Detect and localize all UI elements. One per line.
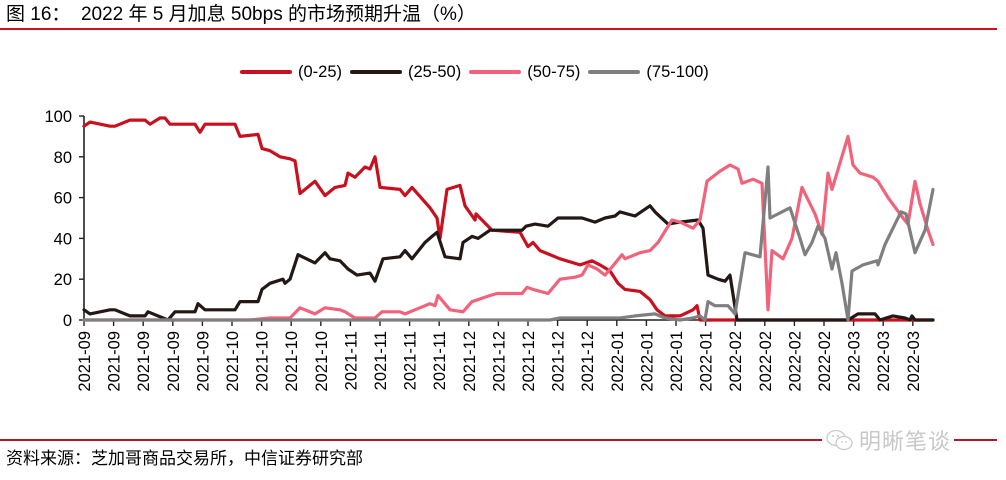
x-tick-label: 2022-01 xyxy=(609,331,627,392)
x-tick-label: 2021-09 xyxy=(135,331,153,392)
x-tick-label: 2021-10 xyxy=(254,331,272,392)
footer-divider xyxy=(0,439,997,441)
x-tick-label: 2022-01 xyxy=(668,331,686,392)
x-tick-label: 2021-11 xyxy=(372,331,390,390)
legend-label: (75-100) xyxy=(646,62,709,81)
x-tick-label: 2021-09 xyxy=(106,331,124,392)
x-tick-label: 2021-11 xyxy=(402,331,420,390)
x-tick-label: 2022-03 xyxy=(905,331,923,392)
legend-swatch xyxy=(469,70,522,74)
x-tick-label: 2021-11 xyxy=(342,331,360,390)
legend-swatch xyxy=(240,70,292,74)
legend-swatch xyxy=(350,70,403,74)
x-tick-label: 2022-02 xyxy=(727,331,745,392)
x-tick-label: 2021-11 xyxy=(431,331,449,390)
watermark-text: 明晰笔谈 xyxy=(859,429,952,454)
y-tick-label: 80 xyxy=(54,149,72,167)
legend-label: (0-25) xyxy=(298,62,343,81)
wechat-icon xyxy=(826,429,853,451)
legend-label: (25-50) xyxy=(408,62,462,81)
x-tick-label: 2022-01 xyxy=(638,331,656,392)
y-tick-label: 100 xyxy=(44,108,72,126)
x-tick-label: 2021-10 xyxy=(283,331,301,392)
series-line xyxy=(82,165,935,322)
x-tick-label: 2021-10 xyxy=(224,331,242,392)
series-line xyxy=(82,134,935,322)
x-tick-label: 2022-02 xyxy=(757,331,775,392)
legend-item: (25-50) xyxy=(350,63,461,82)
legend-item: (50-75) xyxy=(469,63,580,82)
x-tick-label: 2021-09 xyxy=(165,331,183,392)
x-axis: 2021-09 2021-09 2021-09 2021-09 2021-09 2021-… xyxy=(76,319,934,392)
watermark: 明晰笔谈 xyxy=(822,424,955,456)
x-tick-label: 2022-02 xyxy=(816,331,834,392)
chart-legend: (0-25) (25-50) (50-75) (75-100) xyxy=(240,60,717,84)
x-tick-label: 2021-10 xyxy=(313,331,331,392)
y-tick-label: 0 xyxy=(63,312,72,330)
x-tick-label: 2021-12 xyxy=(520,331,538,392)
legend-item: (0-25) xyxy=(240,63,342,82)
x-tick-label: 2022-02 xyxy=(786,331,804,392)
x-tick-label: 2021-09 xyxy=(194,331,212,392)
y-tick-label: 40 xyxy=(54,230,72,248)
x-tick-label: 2021-12 xyxy=(550,331,568,392)
legend-item: (75-100) xyxy=(588,62,709,82)
y-axis: 0 20 40 60 80 100 xyxy=(44,108,85,330)
x-tick-label: 2021-12 xyxy=(461,331,479,392)
y-tick-label: 60 xyxy=(54,190,72,208)
x-tick-label: 2021-12 xyxy=(579,331,597,392)
x-tick-label: 2021-12 xyxy=(490,331,508,392)
x-tick-label: 2022-03 xyxy=(846,331,864,392)
x-tick-label: 2022-01 xyxy=(698,331,716,392)
source-note: 资料来源：芝加哥商品交易所，中信证券研究部 xyxy=(6,449,363,468)
y-tick-label: 20 xyxy=(54,271,72,289)
series-line xyxy=(82,116,935,322)
series-line xyxy=(82,204,935,322)
x-tick-label: 2021-09 xyxy=(76,331,94,392)
legend-label: (50-75) xyxy=(527,62,581,81)
x-tick-label: 2022-03 xyxy=(875,331,893,392)
chart-title: 图 16： 2022 年 5 月加息 50bps 的市场预期升温（%） xyxy=(6,4,476,25)
legend-swatch xyxy=(588,70,641,74)
title-divider xyxy=(0,28,997,30)
chart-series xyxy=(82,116,935,322)
